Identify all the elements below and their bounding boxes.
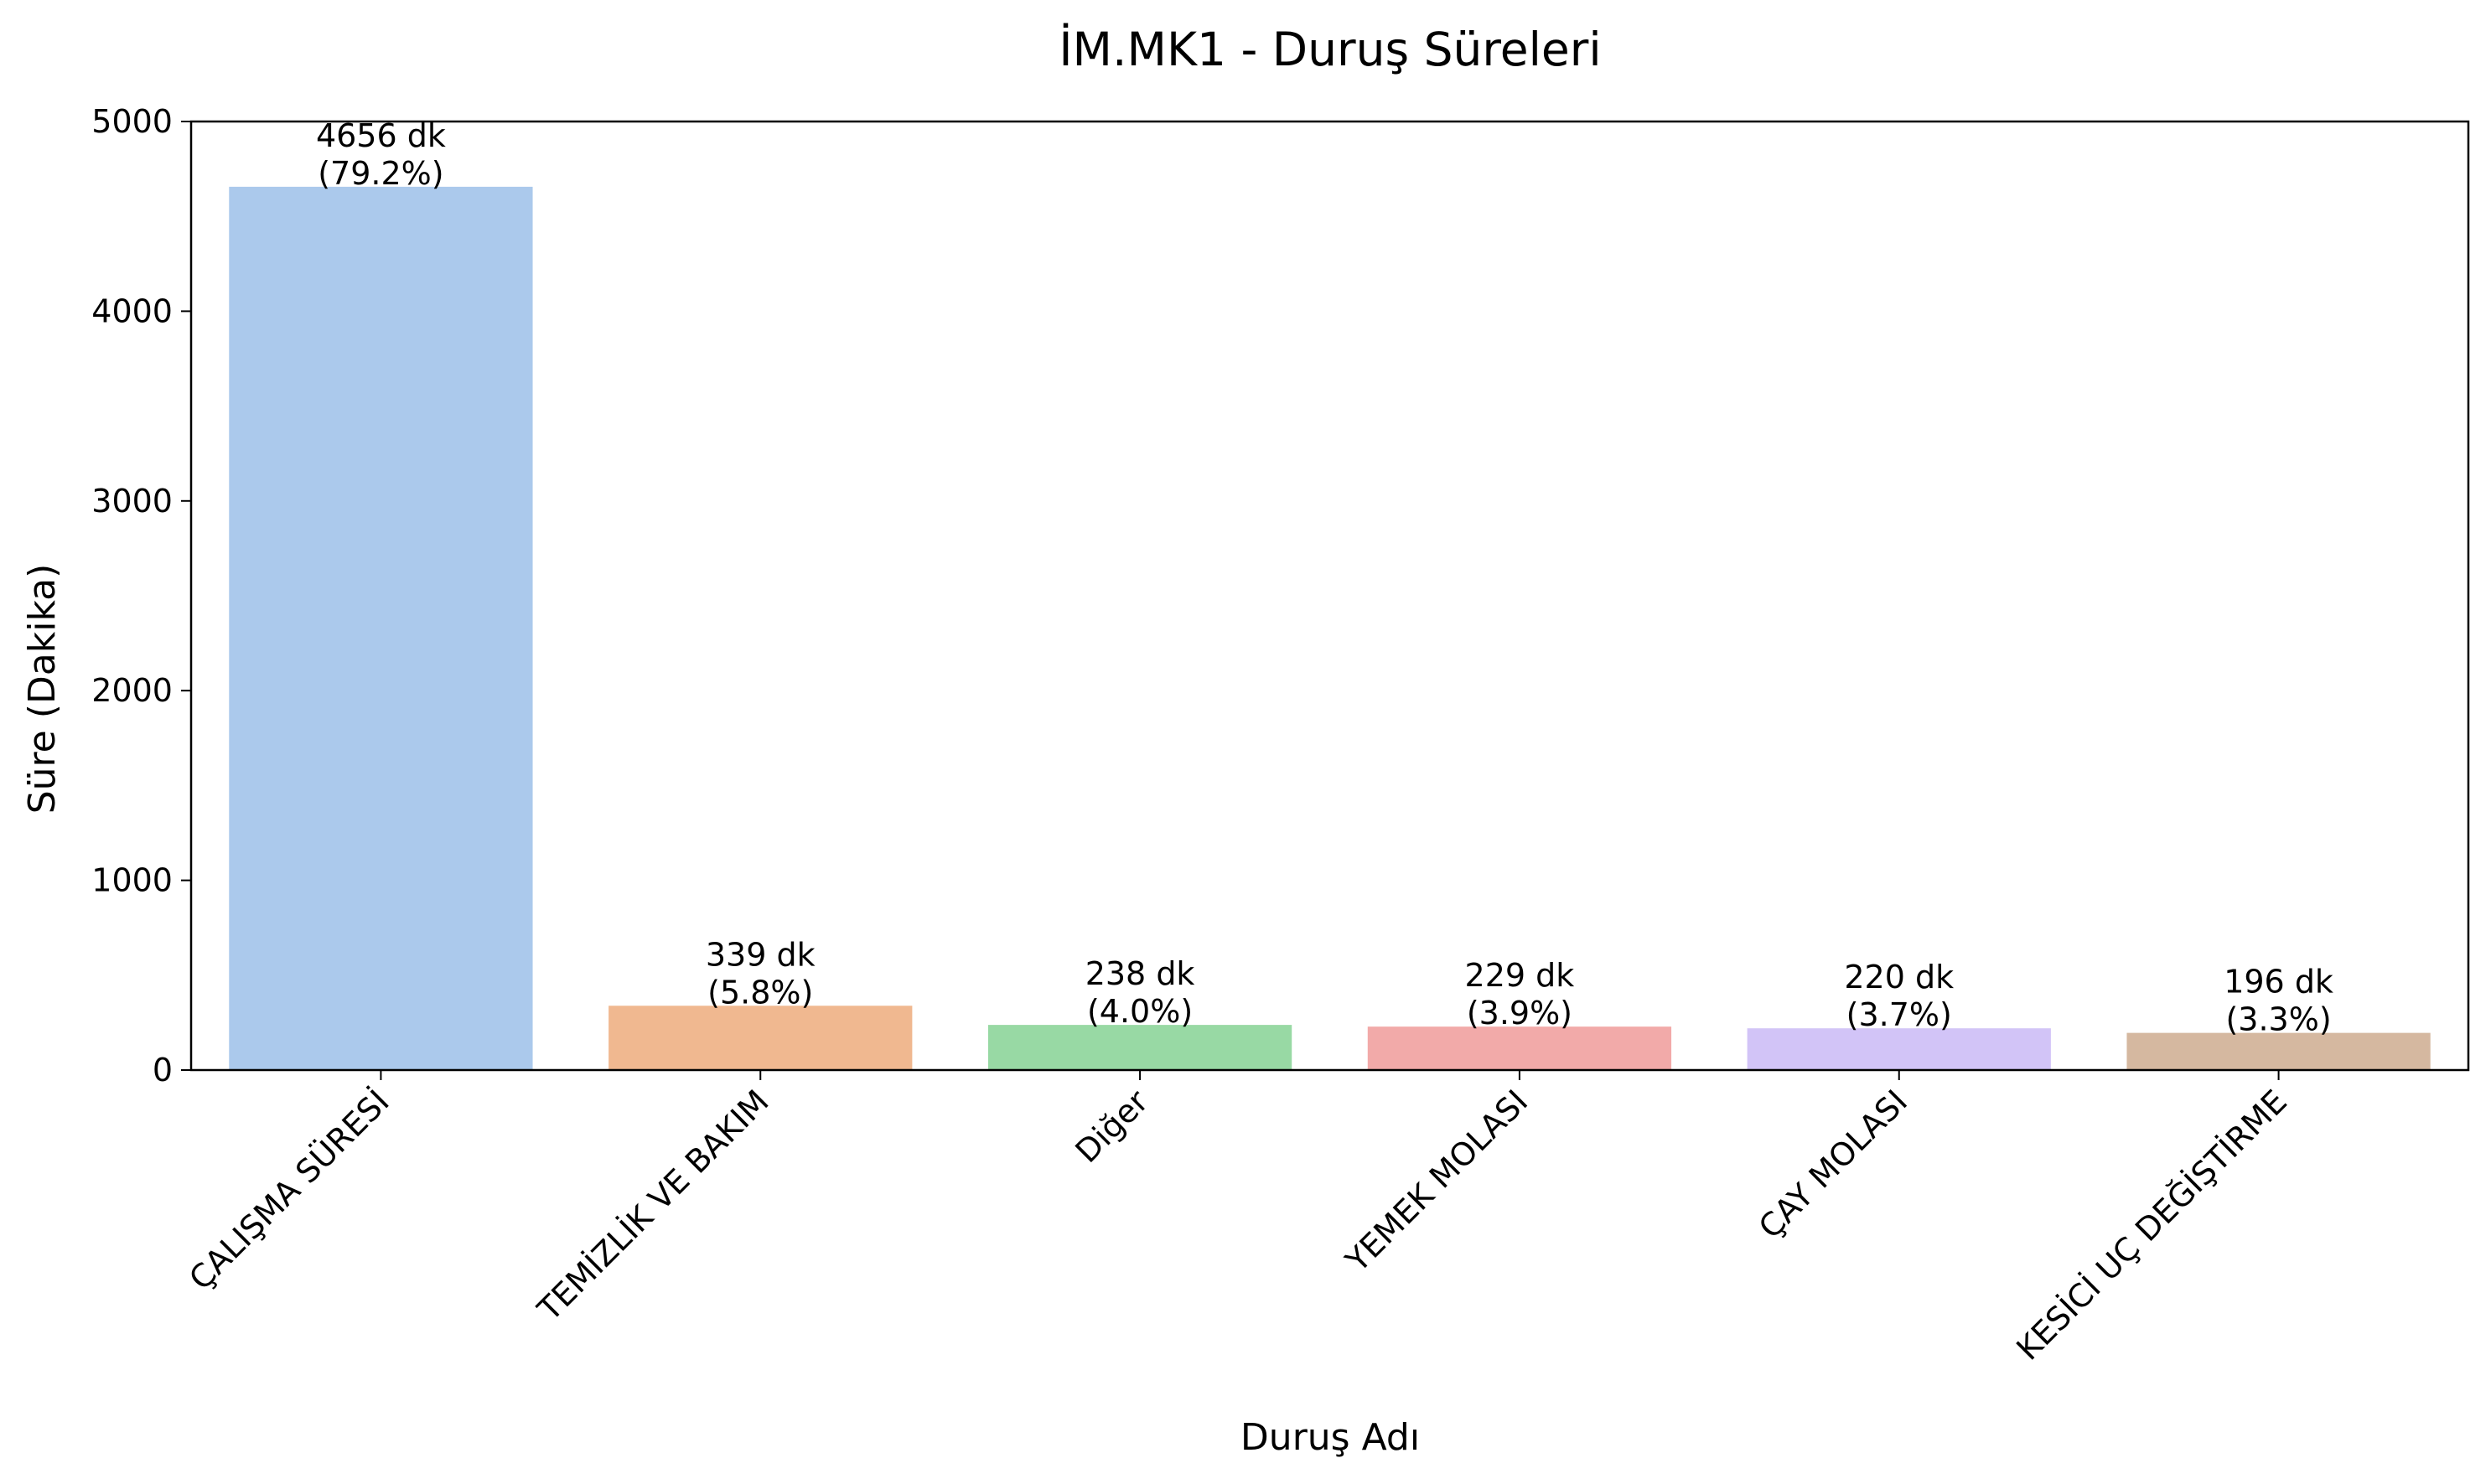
bar-percent-label: (79.2%) xyxy=(318,155,443,192)
bar xyxy=(1367,1026,1672,1070)
y-axis-label: Süre (Dakika) xyxy=(21,564,64,814)
bar-value-label: 238 dk xyxy=(1085,955,1195,992)
bar-value-label: 4656 dk xyxy=(316,117,446,154)
x-axis-label: Duruş Adı xyxy=(1240,1416,1420,1459)
bar-percent-label: (3.3%) xyxy=(2225,1001,2331,1038)
bar xyxy=(1747,1028,2051,1070)
plot-area: 4656 dk(79.2%) ÇALIŞMA SÜRESİ 339 dk(5.8%)… xyxy=(91,103,2470,1368)
y-tick-label: 5000 xyxy=(91,103,173,140)
chart-title: İM.MK1 - Duruş Süreleri xyxy=(1059,23,1601,76)
bar xyxy=(229,186,533,1071)
x-tick-label: Diğer xyxy=(1069,1083,1156,1170)
bar-value-label: 339 dk xyxy=(706,936,816,973)
x-tick-label: TEMİZLİK VE BAKIM xyxy=(530,1083,775,1328)
y-tick-label: 2000 xyxy=(91,672,173,709)
y-tick-label: 0 xyxy=(153,1052,173,1088)
bar-value-label: 196 dk xyxy=(2224,964,2333,1001)
x-tick-label: YEMEK MOLASI xyxy=(1338,1083,1535,1280)
y-tick-label: 1000 xyxy=(91,862,173,899)
x-tick-label: ÇAY MOLASI xyxy=(1752,1083,1914,1245)
bar-percent-label: (5.8%) xyxy=(707,974,813,1011)
bar-percent-label: (3.7%) xyxy=(1846,996,1952,1033)
x-tick-label: ÇALIŞMA SÜRESİ xyxy=(182,1083,396,1297)
plot-frame xyxy=(189,120,2470,1072)
bar xyxy=(987,1025,1292,1070)
bar-percent-label: (4.0%) xyxy=(1087,993,1193,1030)
bar xyxy=(2126,1032,2431,1070)
bar-value-label: 220 dk xyxy=(1844,959,1954,995)
bar xyxy=(609,1006,913,1070)
x-tick-label: KESİCİ UÇ DEĞİŞTİRME xyxy=(2009,1083,2294,1368)
y-tick-label: 3000 xyxy=(91,483,173,520)
bar-value-label: 229 dk xyxy=(1465,957,1575,994)
y-tick-label: 4000 xyxy=(91,292,173,329)
bar-percent-label: (3.9%) xyxy=(1467,995,1572,1032)
